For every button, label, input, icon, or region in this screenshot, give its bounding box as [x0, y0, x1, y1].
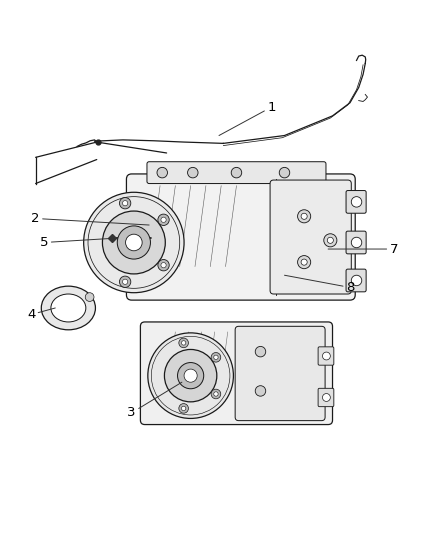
Circle shape [255, 346, 266, 357]
Circle shape [297, 256, 311, 269]
Circle shape [231, 167, 242, 178]
FancyBboxPatch shape [346, 190, 366, 213]
Circle shape [148, 333, 233, 418]
Circle shape [181, 341, 186, 345]
Circle shape [351, 275, 362, 286]
Circle shape [84, 192, 184, 293]
Circle shape [214, 355, 218, 359]
Ellipse shape [41, 286, 95, 330]
Text: 5: 5 [40, 236, 117, 249]
Text: 1: 1 [219, 101, 276, 135]
Circle shape [327, 237, 333, 244]
Circle shape [123, 279, 128, 285]
Circle shape [123, 200, 128, 206]
Circle shape [184, 369, 197, 382]
Circle shape [161, 263, 166, 268]
FancyBboxPatch shape [346, 231, 366, 254]
FancyBboxPatch shape [346, 269, 366, 292]
Circle shape [164, 350, 217, 402]
Circle shape [351, 237, 362, 248]
Circle shape [279, 167, 290, 178]
Circle shape [297, 210, 311, 223]
Circle shape [117, 226, 150, 259]
Text: 4: 4 [27, 308, 55, 321]
Circle shape [187, 167, 198, 178]
Circle shape [211, 389, 221, 399]
Circle shape [157, 167, 167, 178]
Circle shape [120, 276, 131, 287]
Text: 3: 3 [127, 382, 182, 419]
Circle shape [214, 392, 218, 396]
FancyBboxPatch shape [235, 326, 325, 421]
Circle shape [85, 293, 94, 302]
Text: 7: 7 [328, 243, 398, 255]
Circle shape [301, 259, 307, 265]
Ellipse shape [51, 294, 86, 322]
FancyBboxPatch shape [318, 389, 334, 407]
Circle shape [177, 362, 204, 389]
FancyBboxPatch shape [270, 180, 351, 294]
Circle shape [351, 197, 362, 207]
FancyBboxPatch shape [127, 174, 355, 300]
Circle shape [179, 338, 188, 348]
Circle shape [179, 403, 188, 413]
Circle shape [324, 234, 337, 247]
Circle shape [322, 393, 330, 401]
Circle shape [322, 352, 330, 360]
Circle shape [102, 211, 165, 274]
Circle shape [120, 198, 131, 209]
Circle shape [211, 352, 221, 362]
FancyBboxPatch shape [147, 161, 326, 183]
Circle shape [301, 213, 307, 220]
Circle shape [126, 234, 142, 251]
Circle shape [255, 386, 266, 396]
FancyBboxPatch shape [141, 322, 332, 425]
Circle shape [181, 406, 186, 410]
Text: 8: 8 [285, 275, 354, 294]
FancyBboxPatch shape [318, 347, 334, 365]
Circle shape [161, 217, 166, 222]
Text: 2: 2 [32, 212, 149, 225]
Circle shape [158, 260, 169, 271]
Circle shape [158, 214, 169, 225]
